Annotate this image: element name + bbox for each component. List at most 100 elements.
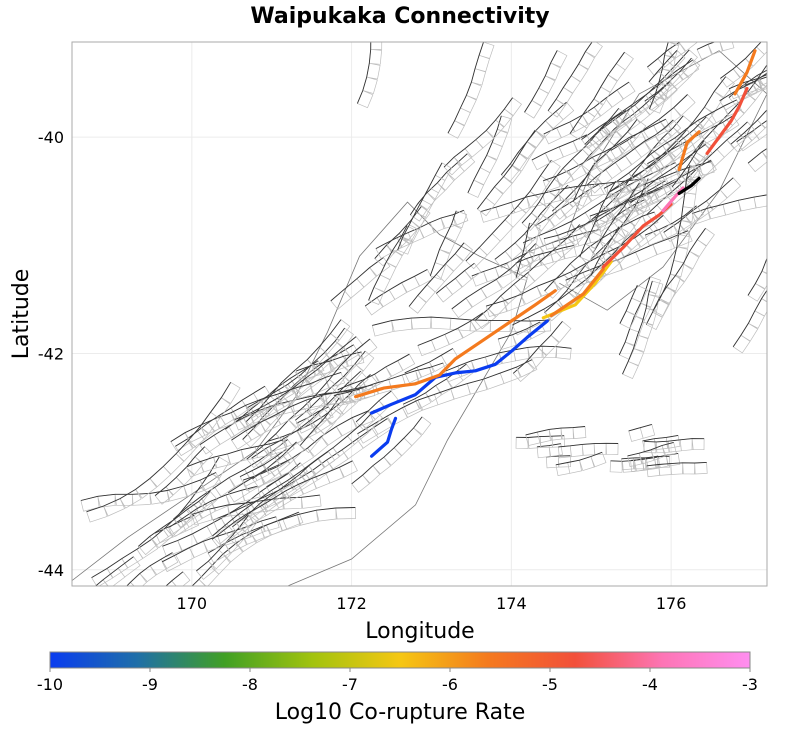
fault-dip-patches bbox=[447, 42, 495, 139]
fault-dip-patches bbox=[644, 205, 704, 246]
plot-frame bbox=[71, 41, 768, 587]
fault-trace bbox=[515, 244, 574, 264]
fault-trace bbox=[516, 435, 565, 438]
fault-trace bbox=[368, 225, 408, 301]
fault-trace bbox=[649, 42, 669, 110]
fault-trace bbox=[486, 215, 664, 307]
fault-trace bbox=[736, 119, 767, 143]
coastline bbox=[72, 50, 767, 586]
fault-trace bbox=[126, 552, 173, 586]
fault-trace bbox=[212, 409, 375, 537]
fault-trace bbox=[565, 230, 689, 281]
fault-dip-patches bbox=[356, 42, 383, 109]
fault-dip-patches bbox=[677, 164, 701, 238]
fault-trace bbox=[355, 390, 392, 423]
fault-trace bbox=[356, 42, 372, 104]
fault-trace bbox=[138, 490, 211, 547]
rupture-section-orange-far-northeast bbox=[733, 49, 757, 96]
fault-dip-patches bbox=[239, 449, 293, 487]
fault-dip-patches bbox=[671, 140, 714, 195]
fault-dip-patches bbox=[736, 119, 767, 152]
colorbar-tick-label: -4 bbox=[642, 675, 658, 694]
x-tick-label: 172 bbox=[336, 594, 367, 613]
fault-dip-patches bbox=[747, 257, 767, 302]
fault-dip-patches bbox=[589, 180, 683, 227]
fault-trace bbox=[243, 410, 369, 481]
colorbar bbox=[49, 651, 751, 669]
fault-trace bbox=[299, 397, 340, 446]
fault-dip-patches bbox=[744, 76, 767, 96]
fault-trace bbox=[397, 162, 443, 251]
chart-title: Waipukaka Connectivity bbox=[250, 4, 549, 29]
fault-trace bbox=[535, 184, 599, 226]
fault-trace bbox=[608, 116, 707, 193]
fault-trace bbox=[627, 441, 674, 457]
fault-trace bbox=[732, 289, 767, 348]
fault-dip-patches bbox=[652, 227, 715, 317]
fault-trace bbox=[225, 360, 319, 430]
fault-trace bbox=[671, 140, 705, 188]
colorbar-ticks: -10 -9 -8 -7 -6 -5 -4 -3 bbox=[37, 668, 758, 694]
x-axis-label: Longitude bbox=[365, 619, 474, 644]
fault-dip-patches bbox=[608, 116, 715, 202]
fault-dip-patches bbox=[207, 507, 356, 564]
fault-trace bbox=[268, 374, 371, 442]
fault-dip-patches bbox=[515, 244, 577, 274]
x-ticks: 170 172 174 176 bbox=[177, 594, 687, 613]
fault-trace bbox=[670, 0, 800, 16]
fault-trace bbox=[169, 485, 258, 528]
fault-trace bbox=[131, 624, 181, 646]
fault-dip-patches bbox=[730, 109, 767, 154]
fault-trace bbox=[525, 426, 586, 436]
rupture-section-red-northeast bbox=[705, 86, 749, 155]
x-tick-label: 170 bbox=[177, 594, 208, 613]
fault-dip-patches bbox=[299, 397, 349, 454]
rupture-section-black-north bbox=[677, 176, 701, 195]
fault-trace bbox=[91, 456, 220, 578]
grid bbox=[72, 42, 767, 586]
fault-trace bbox=[648, 50, 678, 83]
fault-dip-patches bbox=[429, 210, 468, 280]
fault-trace bbox=[647, 42, 681, 68]
fault-trace bbox=[444, 345, 572, 372]
fault-trace bbox=[645, 205, 697, 236]
fault-trace bbox=[579, 180, 617, 258]
fault-trace bbox=[372, 316, 551, 326]
y-axis-label: Latitude bbox=[9, 269, 34, 360]
colorbar-tick-label: -5 bbox=[542, 675, 558, 694]
fault-dip-patches bbox=[154, 446, 214, 505]
fault-dip-patches bbox=[251, 370, 369, 468]
fault-dip-patches bbox=[670, 0, 800, 25]
fault-trace bbox=[351, 416, 423, 485]
fault-dip-patches bbox=[622, 280, 664, 380]
fault-trace bbox=[603, 99, 737, 189]
fault-dip-patches bbox=[569, 51, 634, 141]
fault-trace bbox=[719, 72, 767, 102]
fault-trace bbox=[296, 351, 362, 372]
fault-dip-patches bbox=[565, 230, 693, 291]
fault-dip-patches bbox=[231, 384, 376, 450]
fault-trace bbox=[646, 461, 707, 467]
fault-dip-patches bbox=[555, 451, 607, 477]
colorbar-tick-label: -9 bbox=[142, 675, 158, 694]
fault-dip-patches bbox=[732, 289, 767, 354]
rupture-section-orange-northeast bbox=[677, 130, 701, 172]
fault-dip-patches bbox=[547, 42, 603, 118]
fault-trace bbox=[404, 348, 454, 374]
fault-dip-patches bbox=[524, 50, 568, 119]
fault-dip-patches bbox=[474, 224, 589, 330]
fault-trace bbox=[584, 110, 627, 145]
fault-trace bbox=[512, 321, 563, 374]
colorbar-tick-label: -10 bbox=[37, 675, 63, 694]
fault-trace bbox=[429, 210, 457, 276]
fault-dip-patches bbox=[579, 180, 626, 262]
fault-trace bbox=[607, 76, 727, 194]
fault-trace bbox=[497, 321, 541, 340]
colorbar-tick-label: -6 bbox=[442, 675, 458, 694]
fault-dip-patches bbox=[543, 81, 636, 145]
fault-trace bbox=[196, 514, 250, 572]
fault-trace bbox=[631, 161, 712, 192]
fault-dip-patches bbox=[512, 320, 572, 382]
fault-dip-patches bbox=[592, 182, 649, 260]
